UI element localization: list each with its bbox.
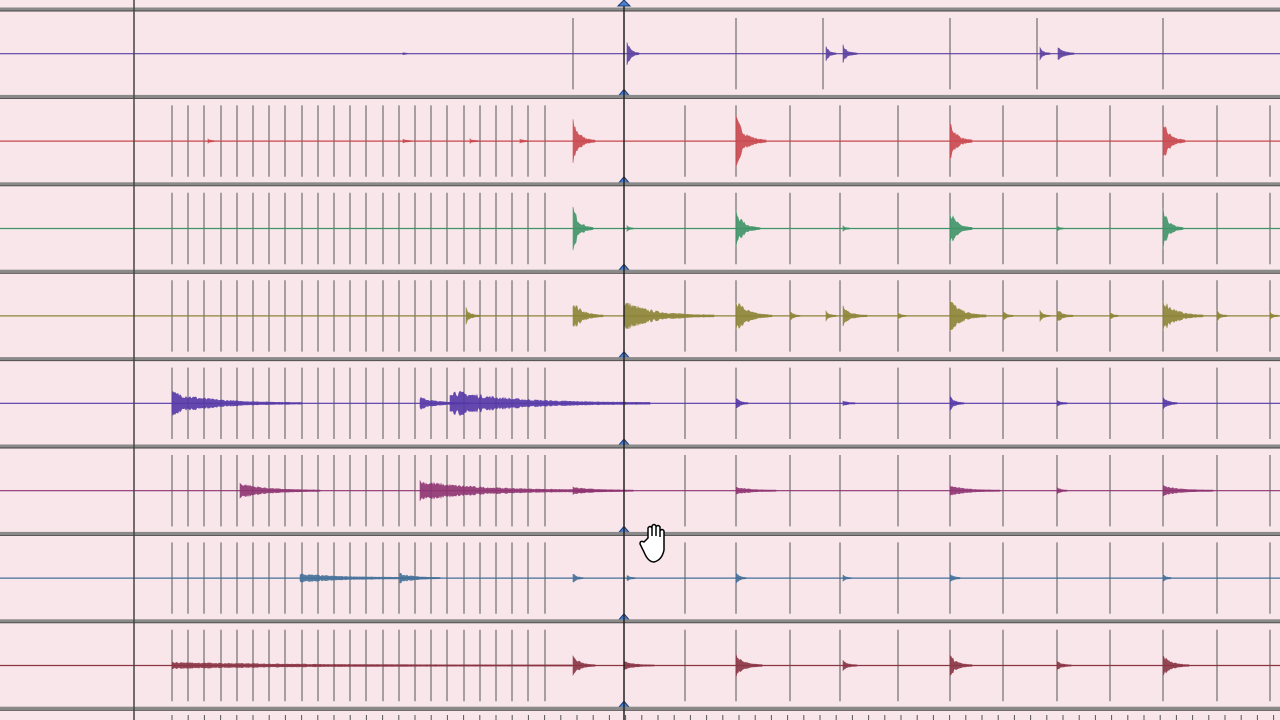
waveform (949, 573, 961, 584)
track-separator (0, 269, 1280, 273)
track-separator (0, 357, 1280, 361)
waveform (572, 573, 584, 583)
waveform (1162, 574, 1172, 583)
waveform (402, 52, 408, 56)
waveform (171, 390, 303, 416)
waveform (735, 398, 749, 409)
track (0, 367, 1280, 447)
waveform (623, 660, 655, 671)
track-separator (0, 531, 1280, 535)
track-separator (0, 94, 1280, 98)
waveform (825, 46, 837, 62)
waveform (572, 486, 634, 496)
track-separator (0, 7, 1280, 11)
waveform (1056, 309, 1074, 323)
waveform (469, 138, 479, 145)
track-separator (0, 619, 1280, 623)
waveform (1056, 486, 1068, 496)
waveform (519, 138, 529, 144)
waveform (449, 390, 651, 416)
waveform (1039, 46, 1051, 61)
waveform (626, 42, 640, 65)
waveform (842, 225, 850, 232)
waveform (465, 307, 481, 325)
waveform (735, 571, 747, 585)
waveform (1039, 309, 1051, 323)
waveform (825, 309, 837, 322)
waveform (949, 484, 1001, 497)
waveform (171, 661, 573, 670)
waveform (735, 653, 763, 678)
waveform (897, 311, 907, 321)
track (0, 455, 1280, 534)
waveform (842, 44, 858, 63)
hand-cursor (639, 523, 665, 563)
waveform (572, 206, 594, 251)
waveform (842, 305, 868, 327)
track (0, 542, 1280, 622)
waveform (1162, 300, 1204, 332)
waveform (626, 575, 636, 581)
waveform (572, 654, 596, 677)
waveform (239, 482, 321, 499)
waveform (1057, 47, 1075, 60)
waveform (842, 659, 858, 672)
track (0, 280, 1280, 360)
waveform (842, 400, 856, 406)
waveform (1056, 400, 1068, 407)
waveform (1269, 311, 1279, 321)
waveform (735, 210, 761, 247)
waveform (572, 304, 604, 327)
waveform (949, 654, 973, 677)
waveform (623, 302, 715, 330)
waveform (949, 213, 973, 244)
waveform (1109, 311, 1119, 320)
hand-cursor-shape (639, 523, 665, 563)
waveform (1002, 312, 1014, 320)
waveform (1162, 124, 1186, 158)
waveform (1162, 208, 1184, 249)
waveform (949, 122, 973, 160)
waveform (949, 395, 965, 412)
waveform (207, 138, 215, 144)
track (0, 18, 1280, 97)
waveform (626, 224, 634, 233)
waveform (402, 138, 412, 144)
waveform (1056, 659, 1072, 672)
playhead-top (616, 0, 632, 7)
track (0, 105, 1280, 185)
waveform (1162, 484, 1214, 497)
waveform (735, 302, 773, 330)
waveform (572, 119, 596, 163)
waveform (842, 574, 852, 582)
waveform (1216, 309, 1228, 323)
waveform (789, 310, 801, 321)
waveform (1162, 396, 1178, 411)
waveform (735, 487, 777, 495)
track-separator (0, 706, 1280, 710)
waveform (1056, 225, 1064, 232)
waveform (1162, 655, 1190, 676)
track-separator (0, 444, 1280, 448)
waveform (949, 299, 987, 332)
track (0, 629, 1280, 709)
waveform (735, 115, 767, 167)
waveform (399, 572, 441, 584)
track-separator (0, 182, 1280, 186)
